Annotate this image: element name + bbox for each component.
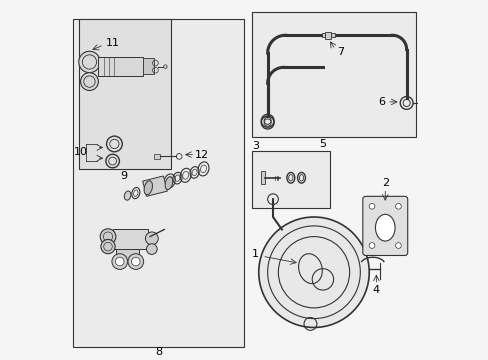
Bar (142, 58, 153, 75)
Circle shape (131, 257, 140, 266)
Circle shape (112, 254, 127, 269)
Text: 10: 10 (73, 148, 87, 157)
Text: 1: 1 (251, 249, 258, 260)
Ellipse shape (375, 214, 394, 241)
Ellipse shape (124, 191, 131, 200)
Circle shape (368, 243, 374, 248)
Text: 7: 7 (336, 48, 344, 57)
Bar (260, 171, 264, 184)
Circle shape (100, 229, 116, 244)
Circle shape (368, 203, 374, 209)
Bar (79, 19, 171, 169)
Circle shape (145, 232, 158, 245)
Text: 5: 5 (319, 139, 325, 149)
Text: 8: 8 (155, 347, 162, 357)
Text: 2: 2 (381, 178, 388, 188)
Bar (251, 12, 415, 137)
Text: 12: 12 (195, 150, 209, 159)
Circle shape (395, 243, 401, 248)
Circle shape (79, 51, 100, 73)
Bar (98, 57, 142, 76)
Bar (321, 33, 325, 37)
Bar (73, 19, 244, 347)
Circle shape (395, 203, 401, 209)
Text: 3: 3 (251, 141, 258, 151)
Circle shape (163, 65, 167, 68)
Circle shape (81, 73, 98, 90)
Circle shape (146, 244, 157, 255)
Text: 11: 11 (105, 39, 120, 49)
Bar (154, 154, 160, 159)
Bar (325, 32, 330, 39)
Bar (142, 176, 167, 196)
Circle shape (128, 254, 143, 269)
Text: 9: 9 (120, 171, 126, 181)
Circle shape (258, 217, 368, 328)
Text: 4: 4 (372, 285, 379, 295)
FancyBboxPatch shape (362, 196, 407, 256)
Ellipse shape (144, 181, 152, 195)
Circle shape (101, 239, 115, 254)
Bar (116, 249, 139, 262)
Circle shape (115, 257, 124, 266)
Ellipse shape (165, 177, 172, 190)
Bar (112, 229, 148, 249)
Bar (330, 33, 334, 37)
Text: 6: 6 (378, 97, 385, 107)
Bar (251, 151, 329, 208)
